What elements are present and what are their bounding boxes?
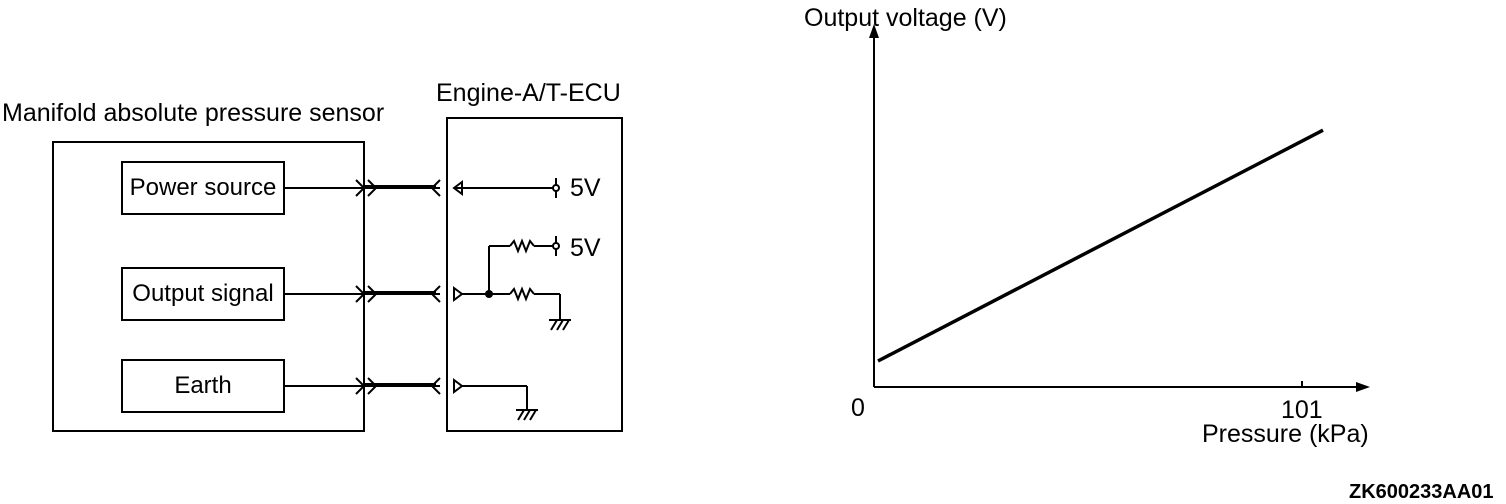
- pulldown-resistor: [509, 286, 535, 302]
- series-line-0: [877, 128, 1324, 363]
- power-source-terminal: Power source: [121, 161, 285, 215]
- ecu-title: Engine-A/T-ECU: [436, 79, 621, 107]
- supply-voltage-label-2: 5V: [570, 234, 601, 262]
- ecu-box: [446, 117, 623, 432]
- x-tick-label: 101: [1281, 396, 1323, 424]
- junction-dot: [485, 290, 493, 298]
- y-axis-label: Output voltage (V): [804, 4, 1007, 32]
- earth-label: Earth: [174, 372, 232, 399]
- pullup-resistor: [509, 238, 535, 254]
- sensor-box: [52, 141, 365, 432]
- y-axis-arrow: [869, 24, 879, 38]
- output-signal-terminal: Output signal: [121, 267, 285, 321]
- power-source-label: Power source: [129, 174, 277, 201]
- supply-voltage-label-1: 5V: [570, 174, 601, 202]
- earth-terminal: Earth: [121, 359, 285, 413]
- power-ecu-connector: [430, 179, 441, 197]
- figure-code: ZK600233AA01: [1349, 481, 1494, 503]
- sensor-title: Manifold absolute pressure sensor: [2, 99, 385, 127]
- power-supply-node: [552, 184, 560, 192]
- power-connector-arrow: [355, 179, 366, 197]
- x-origin-label: 0: [851, 394, 865, 422]
- output-signal-label: Output signal: [132, 280, 274, 307]
- x-axis-arrow: [1356, 382, 1370, 392]
- x-axis-label: Pressure (kPa): [1202, 420, 1369, 448]
